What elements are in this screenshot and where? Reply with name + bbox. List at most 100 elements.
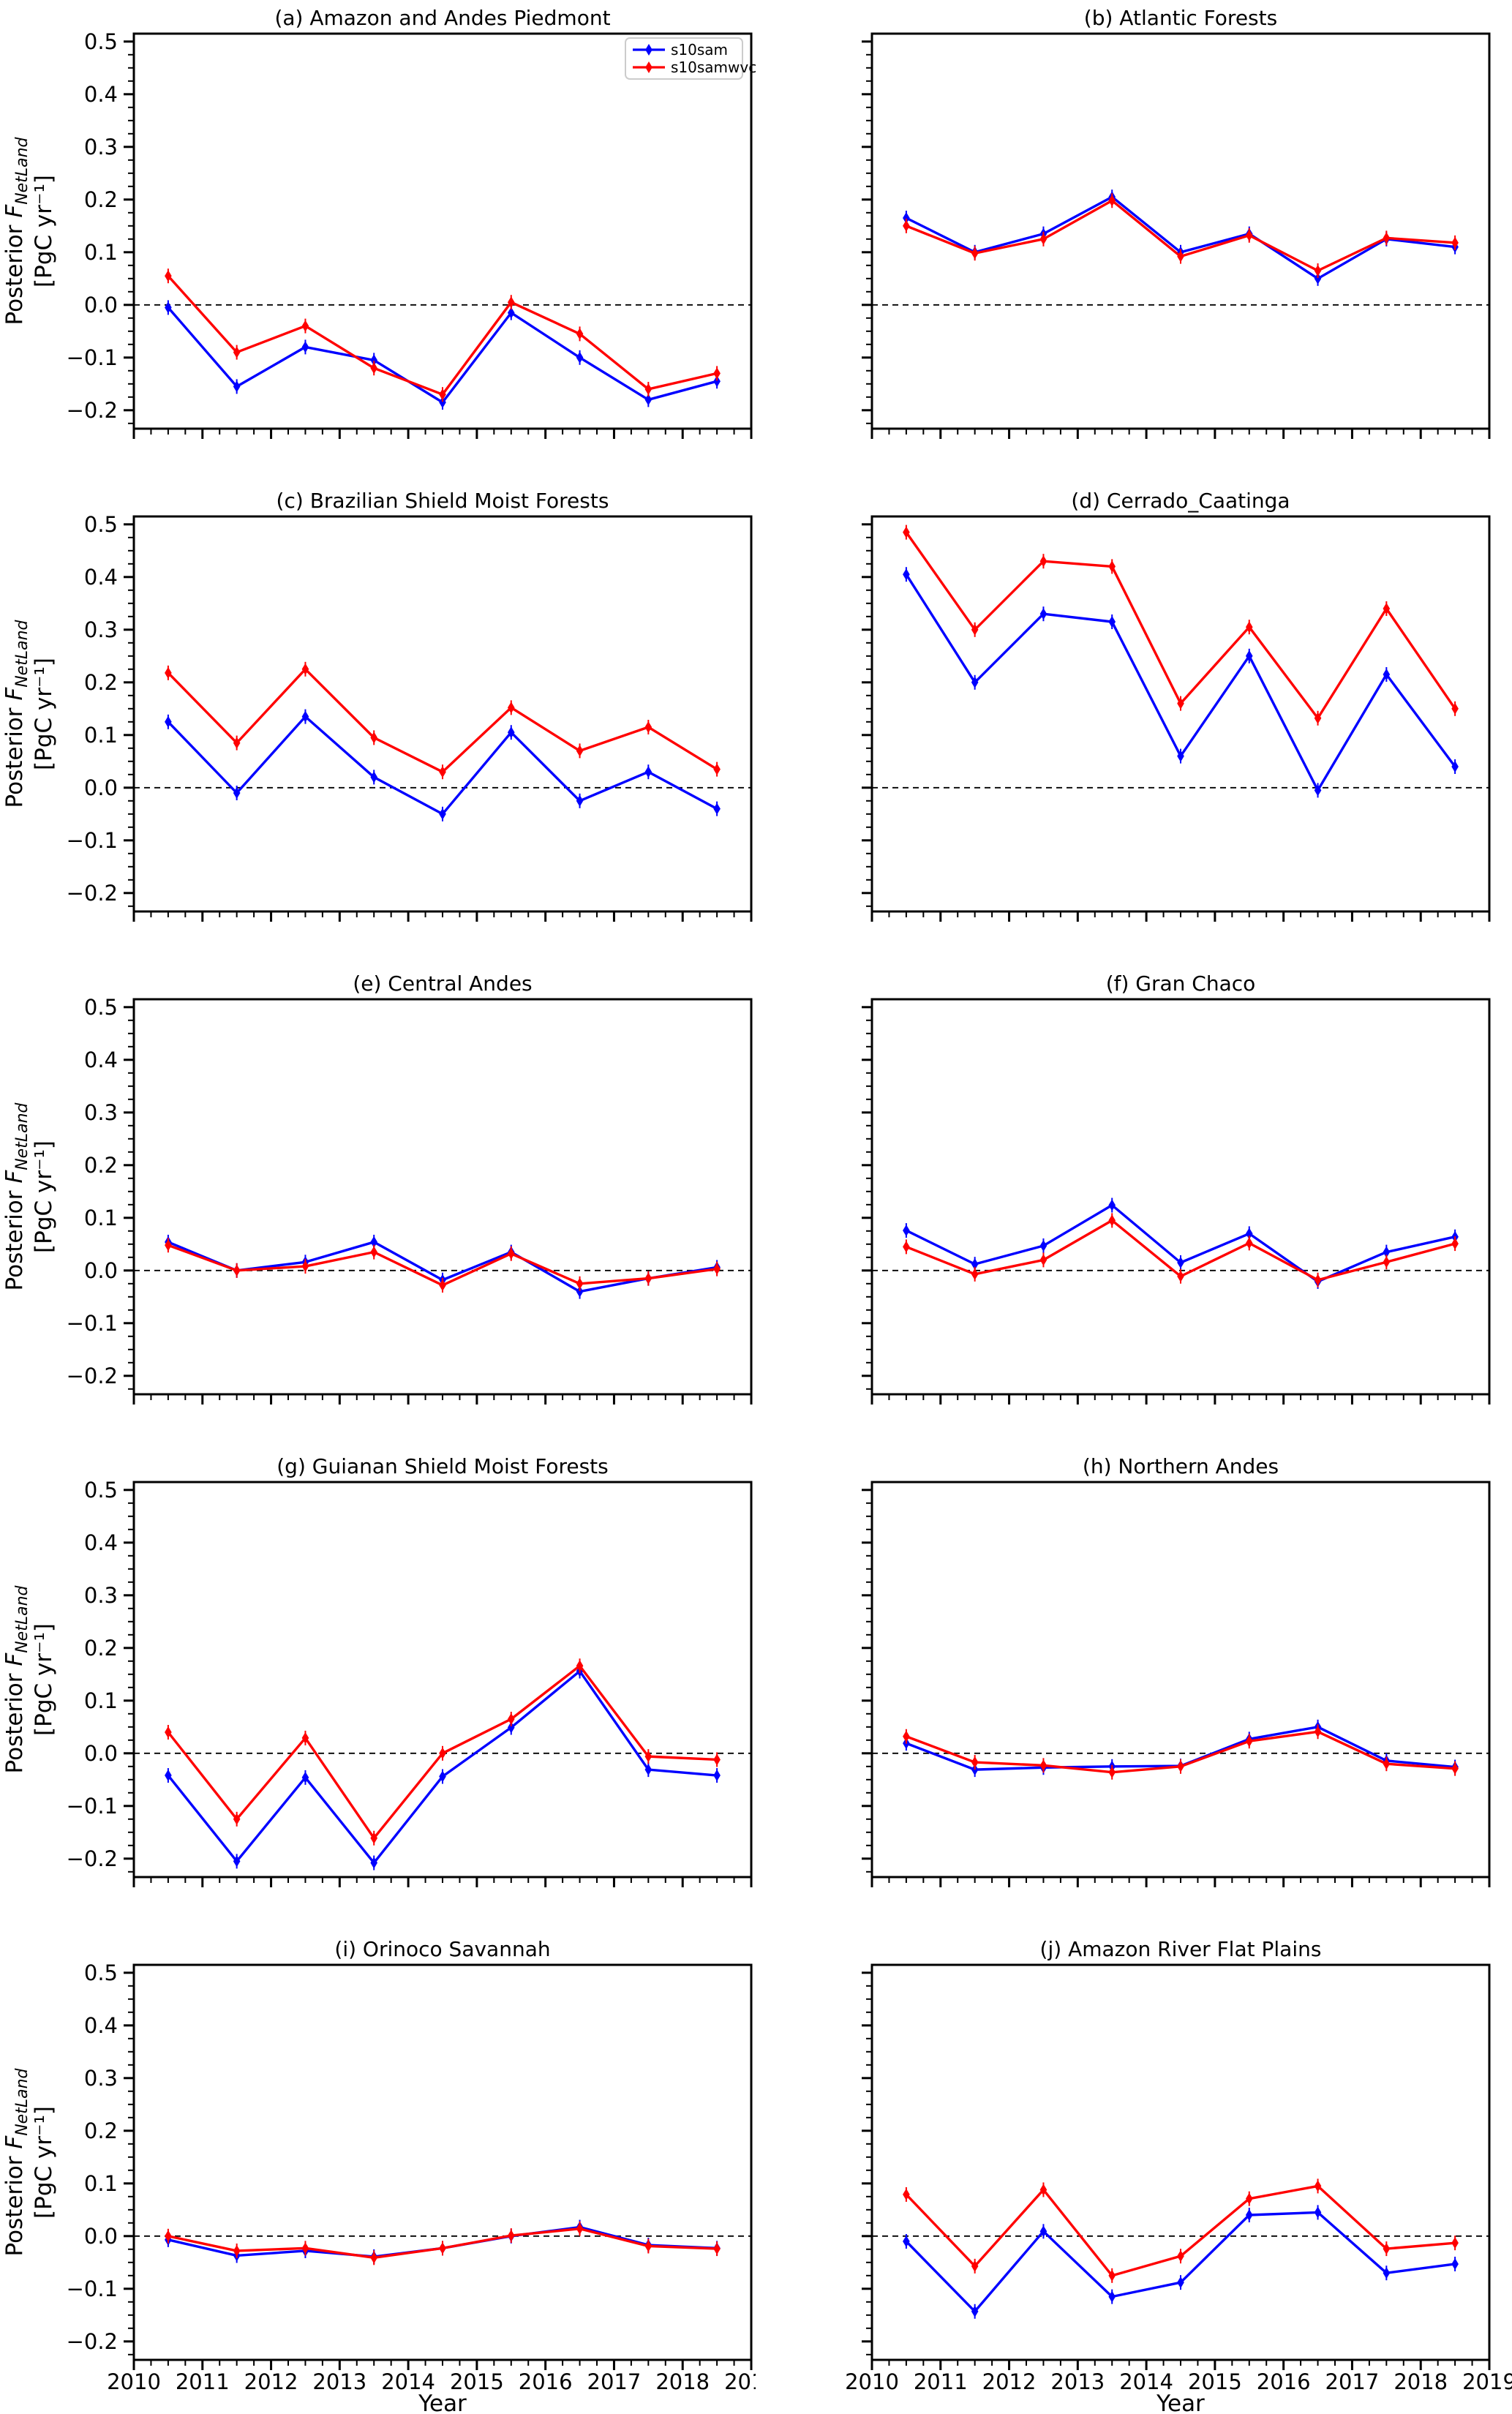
marker-diamond-icon <box>903 1225 910 1237</box>
marker-diamond-icon <box>165 715 172 728</box>
axes-box <box>132 998 753 1396</box>
marker-diamond-icon <box>439 388 446 401</box>
x-tick-label: 2019 <box>724 2369 756 2394</box>
marker-diamond-icon <box>1177 250 1184 263</box>
marker-diamond-icon <box>1108 2269 1116 2282</box>
marker-diamond-icon <box>903 2188 910 2200</box>
y-axis-label: Posterior FNetLand <box>1 619 31 808</box>
marker-diamond-icon <box>971 2260 979 2272</box>
legend-marker-diamond-icon <box>645 61 652 73</box>
panel-title: (b) Atlantic Forests <box>1084 6 1277 30</box>
marker-diamond-icon <box>1451 236 1459 249</box>
marker-diamond-icon <box>1451 702 1459 715</box>
y-tick-label: 0.2 <box>84 2118 118 2143</box>
marker-diamond-icon <box>644 721 652 733</box>
legend-label: s10sam <box>671 41 728 59</box>
marker-diamond-icon <box>1245 621 1253 633</box>
y-tick-label: 0.5 <box>84 1478 118 1503</box>
panel-d-svg: (d) Cerrado_Caatinga <box>862 489 1491 922</box>
x-tick-label: 2016 <box>519 2369 573 2394</box>
y-tick-label: 0.0 <box>84 1741 118 1766</box>
marker-diamond-icon <box>233 1813 241 1825</box>
marker-diamond-icon <box>165 301 172 314</box>
marker-diamond-icon <box>971 623 979 636</box>
marker-diamond-icon <box>1383 1246 1391 1258</box>
marker-diamond-icon <box>971 2305 979 2317</box>
y-tick-label: 0.0 <box>84 2224 118 2249</box>
series-s10samwvc-line <box>167 668 718 773</box>
marker-diamond-icon <box>301 710 309 723</box>
marker-diamond-icon <box>507 1721 515 1734</box>
marker-diamond-icon <box>301 1731 309 1744</box>
marker-diamond-icon <box>971 1258 979 1271</box>
panel-title: (j) Amazon River Flat Plains <box>1040 1937 1322 1961</box>
x-tick-label: 2014 <box>1119 2369 1173 2394</box>
x-tick-label: 2018 <box>655 2369 710 2394</box>
marker-diamond-icon <box>301 341 309 353</box>
series-s10samwvc <box>903 1213 1459 1287</box>
y-axis-label: Posterior FNetLand <box>1 1584 31 1773</box>
marker-diamond-icon <box>713 2243 721 2255</box>
panel-a-svg: 0.5 0.4 0.3 0.2 0.1 0.0 −0.1 −0.2 Posterior FNet… <box>1 6 756 439</box>
panel-f-svg: (f) Gran Chaco <box>862 971 1491 1405</box>
marker-diamond-icon <box>713 763 721 775</box>
y-tick-label: 0.3 <box>84 2066 118 2091</box>
marker-diamond-icon <box>971 247 979 260</box>
marker-diamond-icon <box>1451 1762 1459 1775</box>
x-ticks <box>132 1394 753 1405</box>
legend-entry-s10samwvc: s10samwvc <box>633 59 756 76</box>
y-tick-label: 0.0 <box>84 775 118 800</box>
series-s10samwvc <box>903 193 1459 278</box>
x-ticks <box>870 911 1491 922</box>
axes-box <box>132 32 753 430</box>
y-ticks <box>124 40 134 424</box>
panel-title: (e) Central Andes <box>353 971 532 996</box>
marker-diamond-icon <box>644 1751 652 1763</box>
series-s10sam <box>903 2205 1459 2319</box>
marker-diamond-icon <box>713 367 721 380</box>
y-tick-label: 0.4 <box>84 1530 118 1555</box>
series-s10samwvc <box>165 1238 721 1293</box>
marker-diamond-icon <box>1108 195 1116 207</box>
x-ticks <box>132 911 753 922</box>
marker-diamond-icon <box>1383 603 1391 614</box>
panel-title: (f) Gran Chaco <box>1106 971 1256 996</box>
marker-diamond-icon <box>713 375 721 388</box>
x-ticks <box>870 1394 1491 1405</box>
legend-entry-s10sam: s10sam <box>633 41 728 59</box>
series-s10sam <box>165 709 721 821</box>
marker-diamond-icon <box>576 1277 584 1290</box>
marker-diamond-icon <box>971 1764 979 1776</box>
y-tick-label: −0.2 <box>67 2329 118 2354</box>
marker-diamond-icon <box>439 766 446 778</box>
panel-a: 0.5 0.4 0.3 0.2 0.1 0.0 −0.1 −0.2 Posterior FNet… <box>0 0 756 483</box>
panel-i-svg: 0.5 0.4 0.3 0.2 0.1 0.0 −0.1 −0.2 Posterior FNet… <box>1 1937 756 2414</box>
y-tick-label: 0.1 <box>84 723 118 748</box>
marker-diamond-icon <box>576 351 584 364</box>
panel-h: (h) Northern Andes <box>756 1448 1512 1931</box>
marker-diamond-icon <box>1383 669 1391 680</box>
y-axis-label: Posterior FNetLand <box>1 2067 31 2256</box>
axes-box <box>132 1481 753 1879</box>
y-axis-units-label: [PgC yr⁻¹] <box>31 1140 57 1253</box>
y-axis-units-label: [PgC yr⁻¹] <box>31 175 57 287</box>
panel-c-svg: 0.5 0.4 0.3 0.2 0.1 0.0 −0.1 −0.2 Posterior FNet… <box>1 489 753 922</box>
marker-diamond-icon <box>233 346 241 358</box>
series-s10samwvc <box>165 268 721 402</box>
marker-diamond-icon <box>1314 2206 1322 2219</box>
x-tick-label: 2016 <box>1257 2369 1311 2394</box>
marker-diamond-icon <box>370 354 378 366</box>
series-s10samwvc <box>903 524 1459 726</box>
marker-diamond-icon <box>165 1726 172 1738</box>
y-tick-label: 0.2 <box>84 670 118 695</box>
marker-diamond-icon <box>1383 1256 1391 1268</box>
marker-diamond-icon <box>1108 2290 1116 2303</box>
y-tick-label: −0.1 <box>67 1794 118 1819</box>
series-s10samwvc <box>903 1724 1459 1780</box>
marker-diamond-icon <box>1383 1758 1391 1770</box>
panel-title: (g) Guianan Shield Moist Forests <box>277 1454 608 1478</box>
y-tick-label: 0.3 <box>84 1100 118 1125</box>
marker-diamond-icon <box>1451 2237 1459 2249</box>
legend-box <box>625 37 743 80</box>
marker-diamond-icon <box>1383 2267 1391 2279</box>
